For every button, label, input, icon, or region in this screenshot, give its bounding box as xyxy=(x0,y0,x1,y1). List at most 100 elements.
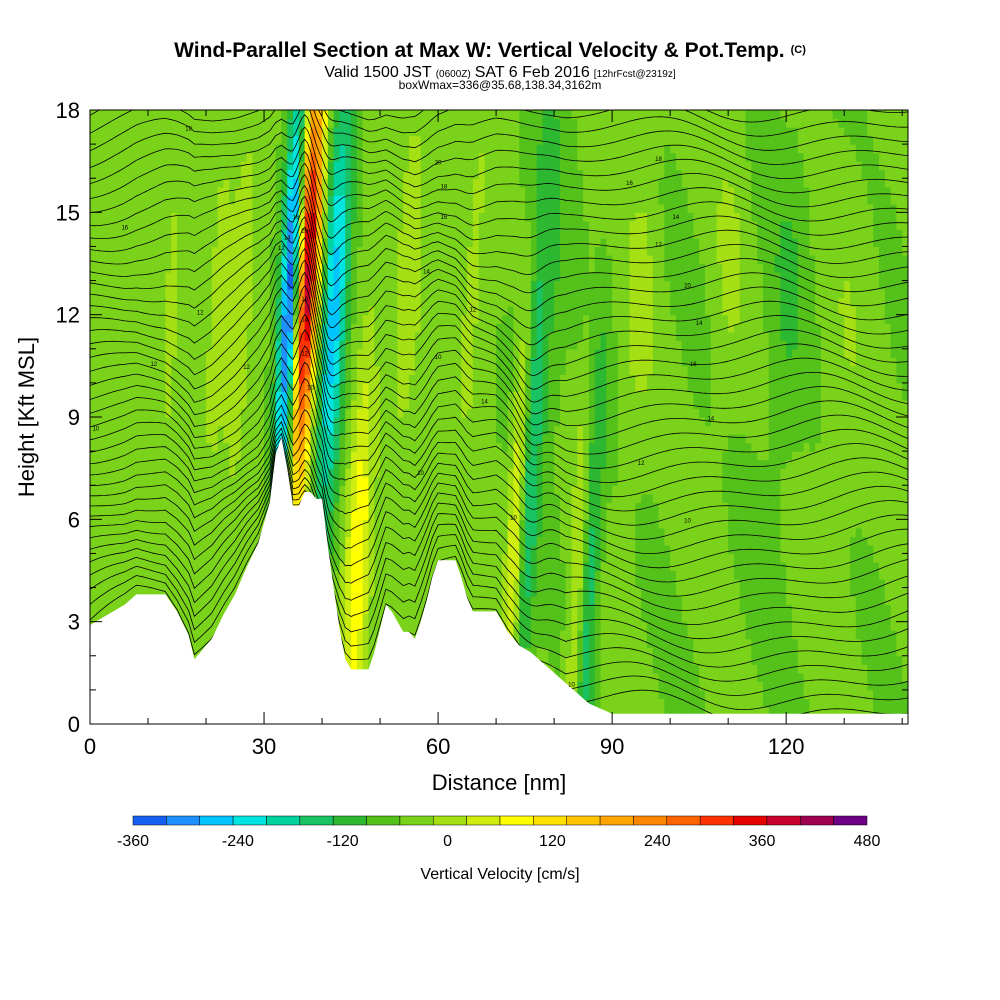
w-cell xyxy=(461,408,468,418)
w-cell xyxy=(223,357,230,367)
w-cell xyxy=(339,357,346,367)
w-cell xyxy=(142,220,149,230)
w-cell xyxy=(177,220,184,230)
w-cell xyxy=(362,502,370,512)
w-cell xyxy=(467,314,474,324)
w-cell xyxy=(153,459,161,469)
w-cell xyxy=(374,365,381,375)
w-cell xyxy=(385,314,393,324)
w-cell xyxy=(339,212,346,222)
w-cell xyxy=(177,272,184,282)
w-cell xyxy=(182,203,190,213)
w-cell xyxy=(95,289,103,299)
w-cell xyxy=(490,502,497,512)
w-cell xyxy=(165,272,172,282)
w-cell xyxy=(142,237,149,248)
w-cell xyxy=(380,323,387,333)
w-cell xyxy=(275,263,283,273)
w-cell xyxy=(124,587,132,597)
w-cell xyxy=(362,280,370,290)
w-cell xyxy=(420,485,428,495)
w-cell xyxy=(171,144,178,154)
w-cell xyxy=(229,502,236,512)
w-cell xyxy=(414,536,422,546)
w-cell xyxy=(380,587,387,597)
w-cell xyxy=(403,391,410,401)
w-cell xyxy=(188,144,196,154)
w-cell xyxy=(229,195,236,205)
w-cell xyxy=(403,272,410,282)
w-cell xyxy=(101,161,108,171)
w-cell xyxy=(414,613,422,623)
w-cell xyxy=(130,135,138,145)
w-cell xyxy=(153,434,161,444)
w-cell xyxy=(333,510,341,520)
w-cell xyxy=(217,280,225,290)
w-cell xyxy=(130,434,138,444)
w-cell xyxy=(113,323,120,333)
w-cell xyxy=(252,127,259,137)
w-cell xyxy=(90,399,97,410)
w-cell xyxy=(374,579,381,589)
w-cell xyxy=(414,212,422,222)
w-cell xyxy=(426,203,433,213)
w-cell xyxy=(327,297,335,307)
w-cell xyxy=(409,536,416,546)
w-cell xyxy=(235,451,242,461)
w-cell xyxy=(368,144,375,154)
w-cell xyxy=(362,178,370,188)
w-cell xyxy=(153,212,161,222)
w-cell xyxy=(443,527,451,537)
w-cell xyxy=(322,110,329,120)
w-cell xyxy=(461,280,468,290)
w-cell xyxy=(142,246,149,256)
w-cell xyxy=(229,519,236,529)
w-cell xyxy=(403,553,410,563)
w-cell xyxy=(113,306,120,316)
w-cell xyxy=(264,323,271,333)
w-cell xyxy=(246,289,254,299)
w-cell xyxy=(246,118,254,128)
w-cell xyxy=(316,374,323,384)
w-cell xyxy=(124,468,132,478)
w-cell xyxy=(165,382,172,393)
w-cell xyxy=(171,493,178,503)
w-cell xyxy=(316,314,323,324)
w-cell xyxy=(124,561,132,572)
w-cell xyxy=(246,297,254,307)
w-cell xyxy=(345,544,352,555)
w-cell xyxy=(443,127,451,137)
w-cell xyxy=(455,152,462,162)
w-cell xyxy=(240,536,248,546)
w-cell xyxy=(235,340,242,350)
w-cell xyxy=(252,468,259,478)
w-cell xyxy=(229,374,236,384)
w-cell xyxy=(443,306,451,316)
w-cell xyxy=(188,476,196,486)
w-cell xyxy=(374,519,381,529)
w-cell xyxy=(258,118,265,128)
w-cell xyxy=(478,382,486,393)
w-cell xyxy=(455,135,462,145)
w-cell xyxy=(113,451,120,461)
w-cell xyxy=(246,254,254,265)
w-cell xyxy=(409,459,416,469)
w-cell xyxy=(391,365,399,375)
w-cell xyxy=(136,331,143,341)
w-cell xyxy=(467,135,474,145)
w-cell xyxy=(403,314,410,324)
w-cell xyxy=(356,399,364,410)
w-cell xyxy=(478,527,486,537)
w-cell xyxy=(136,297,143,307)
w-cell xyxy=(217,212,225,222)
w-cell xyxy=(380,237,387,248)
w-cell xyxy=(229,178,236,188)
w-cell xyxy=(327,254,335,265)
w-cell xyxy=(322,212,329,222)
w-cell xyxy=(211,348,219,358)
w-cell xyxy=(130,127,138,137)
w-cell xyxy=(124,553,132,563)
w-cell xyxy=(258,476,265,486)
w-cell xyxy=(206,553,213,563)
w-cell xyxy=(269,331,277,341)
